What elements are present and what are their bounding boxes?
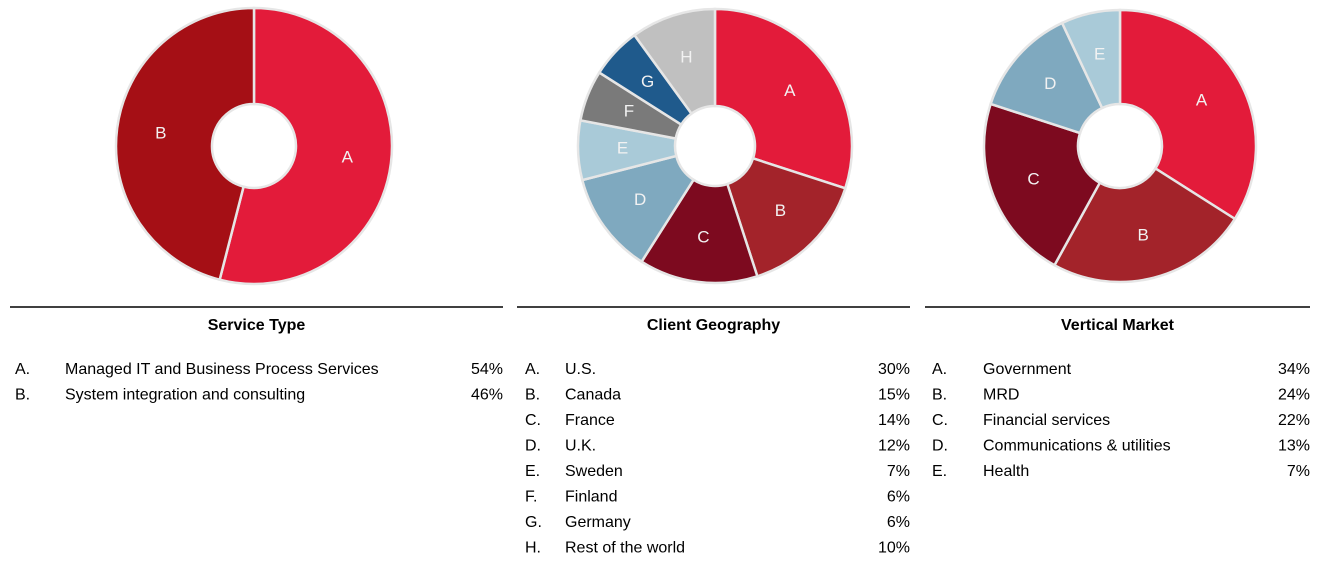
slice-label: H [680, 48, 692, 67]
legend-name: U.S. [565, 361, 596, 378]
legend-marker: A. [932, 361, 947, 378]
legend-marker: B. [525, 387, 540, 404]
pie-slice [632, 7, 717, 116]
pie-slice [639, 178, 759, 285]
slice-label: A [784, 81, 796, 100]
legend-marker: C. [932, 412, 948, 429]
pie-slice [1118, 8, 1258, 221]
legend-name: System integration and consulting [65, 387, 305, 404]
legend-marker: B. [15, 387, 30, 404]
legend-value: 6% [887, 489, 910, 506]
legend-name: Canada [565, 387, 621, 404]
legend-name: Managed IT and Business Process Services [65, 361, 379, 378]
legend-marker: A. [15, 361, 30, 378]
slice-label: B [155, 124, 166, 143]
legend-name: Rest of the world [565, 540, 685, 557]
legend-name: Finland [565, 489, 617, 506]
pie-slice [1060, 8, 1122, 110]
legend-marker: E. [525, 463, 540, 480]
pie-slice [982, 102, 1102, 267]
legend-name: Government [983, 361, 1072, 378]
legend-marker: D. [525, 438, 541, 455]
legend-value: 34% [1278, 361, 1310, 378]
legend-value: 12% [878, 438, 910, 455]
legend-value: 13% [1278, 438, 1310, 455]
slice-label: C [1027, 170, 1039, 189]
legend-name: France [565, 412, 615, 429]
legend-name: Health [983, 463, 1029, 480]
pie-slice [713, 7, 854, 190]
legend-name: Germany [565, 514, 631, 531]
legend-marker: F. [525, 489, 537, 506]
legend-value: 54% [471, 361, 503, 378]
legend-marker: C. [525, 412, 541, 429]
legend-value: 7% [1287, 463, 1310, 480]
legend-value: 30% [878, 361, 910, 378]
slice-label: G [641, 72, 654, 91]
pie-slice [580, 154, 696, 264]
chart-title: Client Geography [647, 317, 780, 334]
pie-slice [114, 6, 256, 282]
slice-label: D [1044, 74, 1056, 93]
slice-label: E [1094, 45, 1105, 64]
legend-marker: B. [932, 387, 947, 404]
legend-name: MRD [983, 387, 1019, 404]
legend-value: 7% [887, 463, 910, 480]
chart-title: Vertical Market [1061, 317, 1175, 334]
legend-name: Communications & utilities [983, 438, 1171, 455]
legend-value: 24% [1278, 387, 1310, 404]
legend-marker: A. [525, 361, 540, 378]
slice-label: B [775, 201, 786, 220]
legend-value: 14% [878, 412, 910, 429]
slice-label: E [617, 138, 628, 157]
slice-label: A [342, 147, 354, 166]
legend-name: U.K. [565, 438, 596, 455]
legend-marker: E. [932, 463, 947, 480]
legend-value: 22% [1278, 412, 1310, 429]
pie-slice [218, 6, 394, 286]
legend-value: 10% [878, 540, 910, 557]
chart-title: Service Type [208, 317, 306, 334]
legend-name: Financial services [983, 412, 1110, 429]
slice-label: A [1196, 91, 1208, 110]
slice-label: D [634, 190, 646, 209]
legend-value: 6% [887, 514, 910, 531]
legend-value: 46% [471, 387, 503, 404]
slice-label: C [697, 227, 709, 246]
pie-slice [1052, 166, 1237, 284]
legend-marker: H. [525, 540, 541, 557]
legend-marker: D. [932, 438, 948, 455]
legend-marker: G. [525, 514, 542, 531]
slice-label: B [1137, 226, 1148, 245]
slice-label: F [624, 101, 634, 120]
pie-slice [725, 156, 847, 278]
legend-value: 15% [878, 387, 910, 404]
legend-name: Sweden [565, 463, 623, 480]
